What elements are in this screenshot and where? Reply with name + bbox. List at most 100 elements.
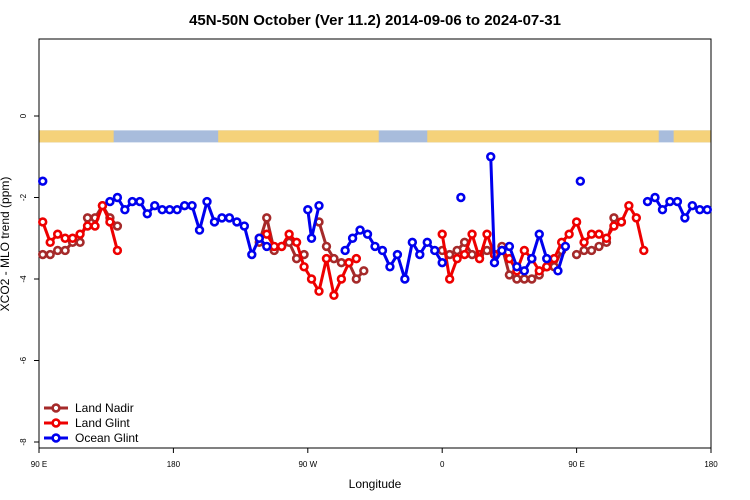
land-glint-point [105, 217, 115, 227]
ocean-glint-point [560, 241, 571, 252]
land-glint-point [564, 229, 574, 239]
ocean-glint-point [254, 233, 264, 243]
legend-label-land-nadir: Land Nadir [75, 401, 134, 415]
ocean-glint-point [306, 233, 317, 243]
ocean-glint-point [142, 209, 152, 219]
ocean-glint-point [665, 196, 675, 207]
y-tick-label: 0 [19, 113, 28, 118]
ocean-glint-point [519, 266, 530, 276]
land-glint-point [452, 253, 462, 264]
land-glint-point [549, 253, 559, 264]
ocean-glint-point [400, 274, 410, 284]
land-nadir-point [571, 249, 582, 260]
ocean-glint-point [680, 213, 690, 223]
land-glint-point [291, 237, 302, 248]
land-glint-point [329, 290, 339, 300]
land-nadir-point [38, 249, 48, 260]
land-band [427, 130, 659, 143]
legend-marker-ocean-glint [51, 433, 61, 443]
x-axis-label: Longitude [349, 477, 402, 491]
legend-marker-land-glint [51, 418, 61, 428]
ocean-glint-point [370, 241, 380, 252]
land-glint-point [444, 274, 455, 284]
land-band [218, 130, 379, 143]
ocean-glint-point [135, 196, 145, 207]
land-glint-point [299, 262, 309, 272]
ocean-glint-point [650, 192, 660, 203]
land-glint-point [616, 217, 627, 227]
ocean-glint-point [150, 200, 160, 211]
land-nadir-point [519, 274, 530, 284]
ocean-glint-point [303, 205, 313, 215]
land-nadir-point [609, 213, 619, 223]
land-glint-point [262, 229, 272, 239]
ocean-glint-point [456, 192, 466, 203]
land-nadir-point [512, 274, 522, 284]
ocean-glint-point [422, 237, 432, 248]
land-nadir-point [321, 241, 332, 252]
ocean-glint-point [347, 233, 358, 243]
ocean-glint-point [120, 205, 130, 215]
land-band [673, 130, 711, 143]
ocean-glint-point [172, 205, 182, 215]
x-axis: 90 E 180 90 W 0 90 E 180 [31, 448, 718, 469]
land-nadir-point [594, 241, 604, 252]
land-nadir-point [45, 249, 55, 260]
x-tick-label: 180 [704, 460, 718, 469]
land-nadir-point [482, 245, 492, 256]
land-glint-point [571, 217, 582, 227]
ocean-glint-point [239, 221, 250, 231]
ocean-glint-point [512, 262, 522, 272]
land-nadir-point [359, 266, 369, 276]
land-glint-point [52, 229, 63, 239]
ocean-glint-point [702, 205, 712, 215]
legend-marker-land-nadir [51, 403, 61, 413]
land-glint-point [534, 266, 544, 276]
ocean-glint-point [437, 258, 447, 268]
land-glint-point [601, 233, 612, 243]
land-nadir-point [579, 245, 589, 256]
land-glint-point [482, 229, 492, 239]
land-glint-point [276, 241, 287, 252]
land-nadir-point [336, 258, 347, 268]
land-nadir-point [291, 253, 302, 264]
land-ocean-strip [39, 130, 711, 143]
land-nadir-point [504, 270, 515, 280]
ocean-glint-point [392, 249, 403, 260]
land-glint-point [351, 253, 362, 264]
land-glint-point [437, 229, 447, 239]
y-tick-label: -4 [19, 275, 28, 283]
land-glint-point [284, 229, 294, 239]
land-glint-point [112, 245, 123, 256]
x-tick-label: 0 [440, 460, 445, 469]
land-glint-point [344, 258, 354, 268]
ocean-glint-point [224, 213, 235, 223]
ocean-glint-point [657, 205, 668, 215]
land-glint-point [579, 237, 589, 248]
ocean-glint-point [187, 200, 197, 211]
y-tick-label: -8 [19, 438, 28, 446]
y-tick-label: -2 [19, 193, 28, 201]
ocean-glint-point [105, 196, 115, 207]
land-nadir-point [351, 274, 362, 284]
land-glint-point [269, 241, 279, 252]
series-ocean-glint [38, 152, 712, 284]
land-nadir-point [75, 237, 85, 248]
land-glint-point [639, 245, 649, 256]
ocean-glint-point [377, 245, 388, 256]
ocean-glint-point [209, 217, 220, 227]
ocean-glint-point [430, 245, 440, 256]
y-axis: -8 -6 -4 -2 0 [19, 113, 39, 446]
ocean-glint-point [575, 176, 586, 186]
ocean-glint-point [542, 253, 552, 264]
ocean-glint-point [489, 258, 500, 268]
ocean-glint-point [642, 196, 653, 207]
land-nadir-point [452, 245, 462, 256]
ocean-glint-point [164, 205, 175, 215]
ocean-glint-point [112, 192, 123, 203]
land-glint-point [97, 200, 108, 211]
plot-frame [38, 38, 712, 449]
land-band [39, 130, 114, 143]
land-glint-point [314, 286, 324, 296]
ocean-glint-point [127, 196, 138, 207]
